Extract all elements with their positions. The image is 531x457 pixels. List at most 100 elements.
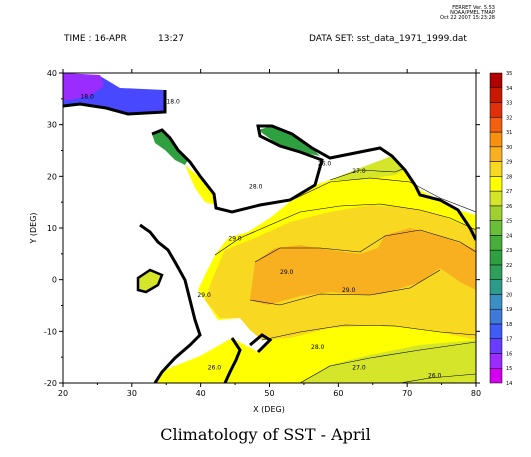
- colorbar-label: 20: [506, 292, 512, 298]
- y-tick-label: -10: [44, 327, 57, 336]
- colorbar-label: 29: [506, 160, 512, 166]
- y-axis-label: Y (DEG): [29, 212, 38, 244]
- plot-area: 18.0 18.0 26.0 27.0 28.0 29.0 29.0 29.0 29.0 28.0…: [63, 73, 476, 383]
- colorbar-swatch: [489, 131, 503, 148]
- colorbar-label: 31: [506, 130, 512, 136]
- x-axis-label: X (DEG): [253, 405, 285, 414]
- socotra-island: [136, 268, 164, 294]
- colorbar-label: 23: [506, 248, 512, 254]
- colorbar-swatch: [489, 338, 503, 354]
- y-tick-label: 10: [47, 224, 57, 233]
- y-tick-label: 20: [47, 172, 57, 181]
- contour-label: 29.0: [228, 235, 242, 242]
- colorbar-label: 16: [506, 351, 512, 357]
- coastline: [63, 90, 476, 383]
- contour-line-26-south: [399, 373, 476, 383]
- colorbar-swatch: [489, 323, 503, 339]
- colorbar-swatch: [489, 235, 503, 251]
- x-tick-label: 40: [196, 389, 206, 398]
- contour-label: 27.0: [352, 365, 366, 372]
- header-dataset: DATA SET: sst_data_1971_1999.dat: [309, 34, 467, 44]
- colorbar-swatch: [489, 308, 503, 325]
- colorbar-swatch: [489, 205, 503, 221]
- y-tick-label: -20: [44, 379, 57, 388]
- contour-label: 26.0: [428, 372, 442, 379]
- colorbar-swatch: [489, 353, 503, 369]
- x-tick-label: 50: [264, 389, 274, 398]
- colorbar-label: 15: [506, 366, 512, 372]
- contour-line-29-south: [249, 269, 441, 306]
- colorbar-label: 24: [506, 233, 512, 239]
- sst-region-26: [300, 340, 476, 383]
- colorbar-label: 22: [506, 263, 512, 269]
- colorbar-label: 34: [506, 86, 512, 92]
- persian-gulf: [258, 126, 320, 156]
- contour-label: 28.0: [249, 184, 263, 191]
- contour-label: 28.0: [311, 344, 325, 351]
- colorbar-label: 26: [506, 204, 512, 210]
- contour-label: 18.0: [80, 93, 94, 100]
- chart-title: Climatology of SST - April: [160, 425, 371, 444]
- colorbar-swatch: [489, 294, 503, 310]
- colorbar-label: 17: [506, 337, 512, 343]
- y-axis: -20 -10 0 10 20 30 40: [44, 69, 480, 388]
- y-tick-label: 0: [52, 276, 57, 285]
- colorbar-label: 30: [506, 145, 512, 151]
- colorbar-label: 33: [506, 101, 512, 107]
- mediterranean-west: [63, 73, 104, 100]
- colorbar-label: 35: [506, 71, 512, 77]
- colorbar-swatch: [489, 279, 503, 295]
- colorbar-swatch: [489, 161, 503, 177]
- x-tick-label: 60: [333, 389, 343, 398]
- contour-label: 26.0: [318, 160, 332, 167]
- x-axis: 20 30 40 50 60 70 80: [58, 69, 481, 398]
- colorbar: 14 15 16 17 18 19 20 21 22 23 24 25 26 27 28 29 30 31 32 33…: [489, 71, 512, 387]
- contour-line-29: [254, 229, 476, 263]
- colorbar-swatch: [489, 264, 503, 280]
- colorbar-swatch: [489, 117, 503, 133]
- contour-label: 27.0: [352, 168, 366, 175]
- x-tick-label: 70: [402, 389, 412, 398]
- colorbar-swatch: [489, 102, 503, 118]
- contour-label: 29.0: [280, 269, 294, 276]
- contour-line-27-south: [299, 341, 476, 383]
- contour-line-26: [329, 167, 406, 181]
- x-tick-label: 80: [471, 389, 481, 398]
- colorbar-swatch: [489, 146, 503, 162]
- header-clock: 13:27: [158, 34, 184, 44]
- contour-labels: 18.0 18.0 26.0 27.0 28.0 29.0 29.0 29.0 29.0 28.0…: [80, 93, 441, 379]
- colorbar-label: 25: [506, 219, 512, 225]
- colorbar-swatch: [489, 176, 503, 192]
- colorbar-swatch: [489, 367, 503, 384]
- contour-label: 29.0: [197, 292, 211, 299]
- colorbar-label: 18: [506, 322, 512, 328]
- contour-label: 29.0: [342, 287, 356, 294]
- colorbar-swatch: [489, 190, 503, 207]
- x-tick-label: 20: [58, 389, 68, 398]
- contour-line-28: [214, 203, 476, 256]
- colorbar-label: 27: [506, 189, 512, 195]
- sst-region-29: [250, 228, 476, 305]
- contour-line-27: [291, 177, 476, 213]
- colorbar-label: 32: [506, 115, 512, 121]
- contour-line-28-south: [261, 324, 476, 341]
- ferret-date-stamp: Oct 22 2007 15:23:28: [440, 15, 495, 21]
- colorbar-label: 19: [506, 307, 512, 313]
- ferret-version-stamp: FERRET Ver. 5.53: [452, 5, 495, 11]
- red-sea-south: [185, 165, 215, 205]
- colorbar-label: 14: [506, 381, 512, 387]
- colorbar-swatch: [489, 220, 503, 236]
- ferret-org-stamp: NOAA/PMEL TMAP: [450, 10, 495, 16]
- colorbar-swatch: [489, 87, 503, 103]
- colorbar-swatch: [489, 249, 503, 266]
- y-tick-label: 30: [47, 121, 57, 130]
- colorbar-swatch: [489, 72, 503, 89]
- colorbar-label: 21: [506, 278, 512, 284]
- x-tick-label: 30: [127, 389, 137, 398]
- contour-label: 18.0: [166, 98, 180, 105]
- contour-label: 26.0: [208, 365, 222, 372]
- colorbar-label: 28: [506, 174, 512, 180]
- header-time: TIME : 16-APR: [64, 34, 127, 44]
- y-tick-label: 40: [47, 69, 57, 78]
